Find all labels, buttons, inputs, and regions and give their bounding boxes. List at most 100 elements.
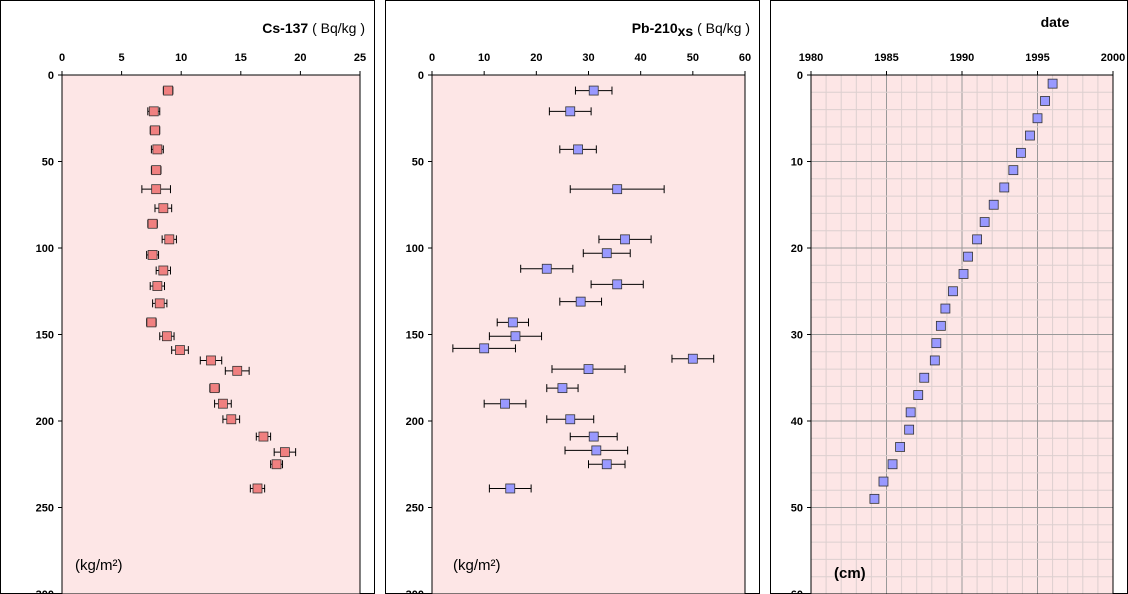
data-point	[158, 203, 169, 214]
data-point	[1025, 130, 1035, 141]
y-tick-label: 60	[791, 589, 803, 594]
data-point	[161, 331, 172, 342]
x-tick-label: 60	[739, 52, 751, 64]
data-point	[963, 251, 973, 262]
data-point	[612, 184, 623, 195]
y-tick-label: 40	[791, 416, 803, 428]
data-point	[152, 281, 163, 291]
chart-title-main: date	[1041, 14, 1070, 30]
data-point	[1008, 165, 1019, 176]
data-point	[1015, 147, 1026, 158]
data-point	[940, 303, 951, 314]
y-tick-label: 250	[36, 503, 54, 515]
data-point	[948, 286, 958, 297]
data-point	[147, 250, 158, 260]
x-tick-label: 40	[635, 52, 647, 64]
data-point	[919, 372, 930, 383]
chart-title-subscript: xs	[678, 23, 694, 39]
data-point	[905, 407, 916, 418]
data-point	[252, 483, 263, 494]
plot-area	[432, 75, 745, 594]
data-point	[929, 355, 940, 366]
data-point	[206, 355, 216, 366]
data-point	[147, 218, 158, 229]
data-point	[150, 125, 160, 136]
data-point	[931, 338, 942, 349]
data-point	[218, 398, 228, 409]
data-point	[904, 424, 915, 435]
data-point	[913, 390, 924, 400]
data-point	[148, 106, 159, 117]
plot-area	[62, 75, 360, 594]
data-point	[151, 184, 162, 195]
data-point	[158, 265, 169, 276]
chart-panel-3: 1980 1985 1990 1995 2000 0 10 20 30 40 50 60 date (cm…	[770, 0, 1128, 594]
data-point	[601, 248, 612, 259]
data-point	[280, 447, 290, 458]
chart-title: Pb-210xs ( Bq/kg )	[632, 20, 750, 39]
data-point	[878, 476, 889, 487]
data-point	[152, 144, 163, 155]
x-tick-label: 20	[530, 52, 542, 64]
x-tick-label: 0	[59, 52, 65, 64]
data-point	[620, 234, 630, 245]
data-point	[588, 431, 599, 442]
chart-panel-2: 0 10 20 30 40 50 60 0 50 100 150 200 250 300 Pb-210xs …	[385, 0, 760, 594]
chart-title-main: Pb-210	[632, 20, 678, 36]
x-tick-label: 1990	[950, 52, 974, 64]
data-point	[958, 269, 969, 279]
data-point	[591, 445, 602, 456]
y-tick-label: 200	[406, 416, 424, 428]
data-point	[565, 414, 576, 425]
x-tick-label: 10	[478, 52, 490, 64]
data-point	[541, 263, 552, 274]
data-point	[154, 298, 165, 309]
data-point	[258, 431, 269, 442]
data-point	[612, 279, 623, 290]
data-point	[583, 364, 594, 375]
data-point	[505, 483, 516, 494]
data-point	[979, 217, 990, 227]
data-point	[164, 234, 175, 245]
data-point	[163, 85, 173, 96]
data-point	[510, 331, 521, 342]
data-point	[557, 383, 568, 394]
y-tick-label: 30	[791, 330, 803, 342]
y-tick-label: 0	[797, 70, 803, 82]
data-point	[271, 459, 282, 470]
y-tick-label: 300	[406, 589, 424, 594]
y-tick-label: 50	[412, 157, 424, 169]
data-point	[887, 459, 898, 470]
inner-unit-label: (kg/m²)	[75, 557, 123, 574]
data-point	[151, 165, 162, 176]
x-tick-label: 50	[687, 52, 699, 64]
data-point	[507, 317, 518, 328]
chart-title: date	[1041, 14, 1070, 30]
x-tick-label: 30	[582, 52, 594, 64]
x-tick-label: 15	[235, 52, 247, 64]
y-tick-label: 50	[42, 157, 54, 169]
y-tick-label: 250	[406, 503, 424, 515]
data-point	[687, 353, 698, 364]
chart-title: Cs-137 ( Bq/kg )	[262, 20, 365, 36]
data-point	[175, 345, 185, 355]
y-tick-label: 200	[36, 416, 54, 428]
data-point	[972, 234, 982, 245]
data-point	[1040, 96, 1050, 106]
x-tick-label: 5	[119, 52, 125, 64]
y-tick-label: 0	[418, 70, 424, 82]
data-point	[500, 398, 510, 409]
data-point	[226, 414, 237, 425]
data-point	[1047, 78, 1058, 89]
y-tick-label: 20	[791, 243, 803, 255]
y-tick-label: 10	[791, 157, 803, 169]
chart-title-unit: ( Bq/kg )	[693, 20, 750, 36]
data-point	[146, 317, 157, 328]
data-point	[895, 442, 905, 452]
x-tick-label: 0	[429, 52, 435, 64]
y-tick-label: 150	[406, 330, 424, 342]
chart-panel-1: 0510152025050100150200250300Cs-137 ( Bq/…	[0, 0, 375, 594]
data-point	[565, 106, 576, 117]
x-tick-label: 1995	[1025, 52, 1049, 64]
